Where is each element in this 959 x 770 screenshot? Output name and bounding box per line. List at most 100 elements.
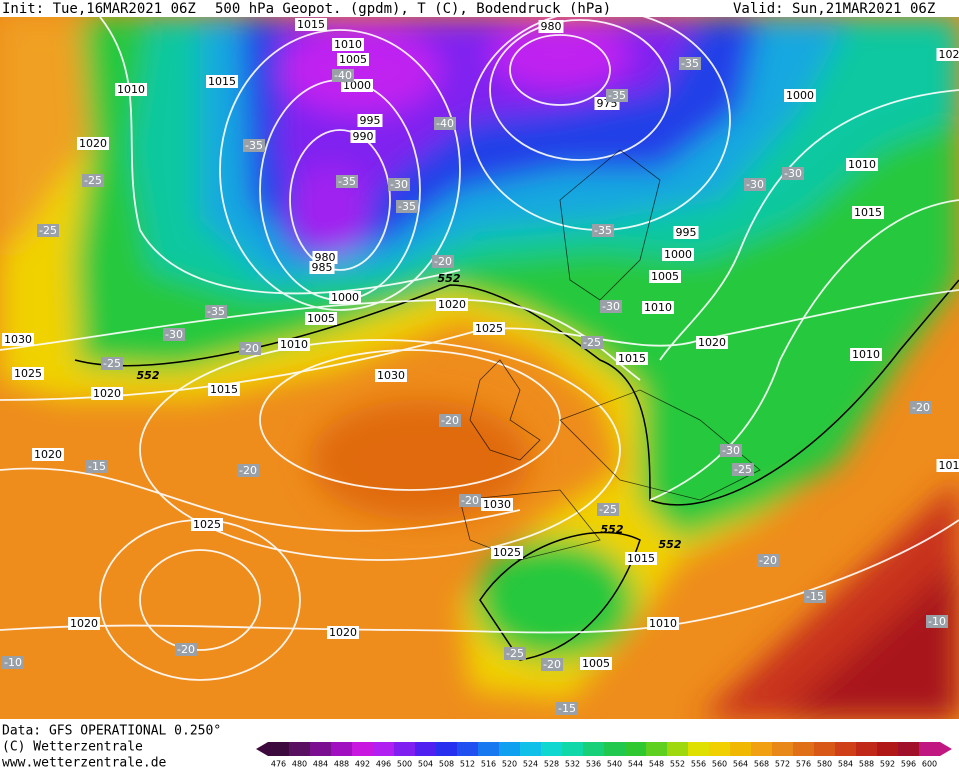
temperature-label-text: -25 (39, 224, 57, 237)
legend-swatch (919, 742, 941, 756)
isobar-label: 1020 (32, 448, 64, 461)
legend-label: 484 (313, 760, 328, 769)
isobar-label-box (436, 298, 468, 311)
legend-label: 536 (586, 760, 601, 769)
temperature-label-box (459, 494, 481, 507)
isobar-label-text: 1010 (848, 158, 876, 171)
legend-label: 480 (292, 760, 307, 769)
temperature-label-box (600, 300, 622, 313)
isobar-label-box (936, 459, 959, 472)
temperature-label-text: -40 (436, 117, 454, 130)
temperature-label-box (163, 328, 185, 341)
temperature-label-text: -30 (602, 300, 620, 313)
isobar-label: 1020 (91, 387, 123, 400)
isobar-label-text: 1030 (483, 498, 511, 511)
isobar-label-text: 980 (541, 20, 562, 33)
isobar-label-text: 1025 (475, 322, 503, 335)
temperature-label-text: -35 (681, 57, 699, 70)
legend-swatch (730, 742, 752, 756)
isobar-label: 1010 (115, 83, 147, 96)
isobar-label-text: 1010 (117, 83, 145, 96)
legend-label: 556 (691, 760, 706, 769)
isobar-label-box (580, 657, 612, 670)
isobar-label: 1010 (642, 301, 674, 314)
temperature-label-text: -20 (759, 554, 777, 567)
legend-swatch (898, 742, 920, 756)
isobar-label-box (312, 251, 338, 264)
isobar-label-box (309, 261, 335, 274)
temperature-label: -35 (679, 57, 701, 70)
temperature-label: -30 (720, 444, 742, 457)
legend-swatch (772, 742, 794, 756)
legend-label: 564 (733, 760, 748, 769)
legend-label: 592 (880, 760, 895, 769)
isobar-label-text: 1020 (93, 387, 121, 400)
isobar-label: 990 (350, 130, 376, 143)
temperature-label: -25 (37, 224, 59, 237)
legend-arrow-right (940, 742, 952, 756)
temperature-label-box (679, 57, 701, 70)
temperature-label-text: -20 (434, 255, 452, 268)
temperature-label-text: -35 (207, 305, 225, 318)
isobar-label-text: 1015 (618, 352, 646, 365)
isobar-label-box (12, 367, 44, 380)
isobar-label-box (846, 158, 878, 171)
temperature-label: -20 (757, 554, 779, 567)
isobar-label-text: 1025 (493, 546, 521, 559)
temperature-label-box (86, 460, 108, 473)
isobar-label: 1005 (305, 312, 337, 325)
isobar-label-text: 1020 (438, 298, 466, 311)
temperature-label: -30 (388, 178, 410, 191)
legend-label: 560 (712, 760, 727, 769)
temperature-label-text: -30 (784, 167, 802, 180)
temperature-label: -35 (243, 139, 265, 152)
temperature-label: -35 (592, 224, 614, 237)
isobar-label-box (91, 387, 123, 400)
isobar-label: 1030 (481, 498, 513, 511)
valid-time: Valid: Sun,21MAR2021 06Z (733, 1, 935, 17)
isobar-label-box (332, 38, 364, 51)
temperature-label-text: -20 (177, 643, 195, 656)
legend-swatch (646, 742, 668, 756)
temperature-label-text: -35 (594, 224, 612, 237)
temperature-label-text: -35 (245, 139, 263, 152)
temperature-label: -20 (541, 658, 563, 671)
temperature-label-box (205, 305, 227, 318)
temperature-label-box (332, 69, 354, 82)
temperature-label-box (910, 401, 932, 414)
geopotential-label: 552 (601, 523, 624, 536)
temperature-label-text: -25 (84, 174, 102, 187)
isobar-label-text: 1010 (280, 338, 308, 351)
temperature-label-text: -30 (165, 328, 183, 341)
temperature-label: -30 (744, 178, 766, 191)
isobar-label-text: 1000 (343, 79, 371, 92)
temperature-label: -15 (86, 460, 108, 473)
temperature-label-box (388, 178, 410, 191)
isobar-label-box (649, 270, 681, 283)
isobar-label: 1030 (375, 369, 407, 382)
isobar-label-box (305, 312, 337, 325)
isobar-label-box (647, 617, 679, 630)
legend-label: 568 (754, 760, 769, 769)
isobar-label-text: 1000 (664, 248, 692, 261)
isobar-label-box (68, 617, 100, 630)
isobar-label-text: 1020 (34, 448, 62, 461)
isobar-label-text: 1005 (339, 53, 367, 66)
temperature-label: -35 (336, 175, 358, 188)
temperature-label: -25 (504, 647, 526, 660)
isobar-label-box (850, 348, 882, 361)
temperature-label: -30 (163, 328, 185, 341)
legend-swatch (289, 742, 311, 756)
isobar-label-box (936, 48, 959, 61)
isobar-label-text: 1005 (582, 657, 610, 670)
legend-label: 496 (376, 760, 391, 769)
legend-label: 524 (523, 760, 538, 769)
legend-swatch (310, 742, 332, 756)
temperature-label: -35 (396, 200, 418, 213)
legend-label: 528 (544, 760, 559, 769)
temperature-label: -25 (101, 357, 123, 370)
legend-label: 580 (817, 760, 832, 769)
temperature-label-text: -25 (734, 463, 752, 476)
isobar-label-text: 980 (315, 251, 336, 264)
isobar-label: 1020 (436, 298, 468, 311)
